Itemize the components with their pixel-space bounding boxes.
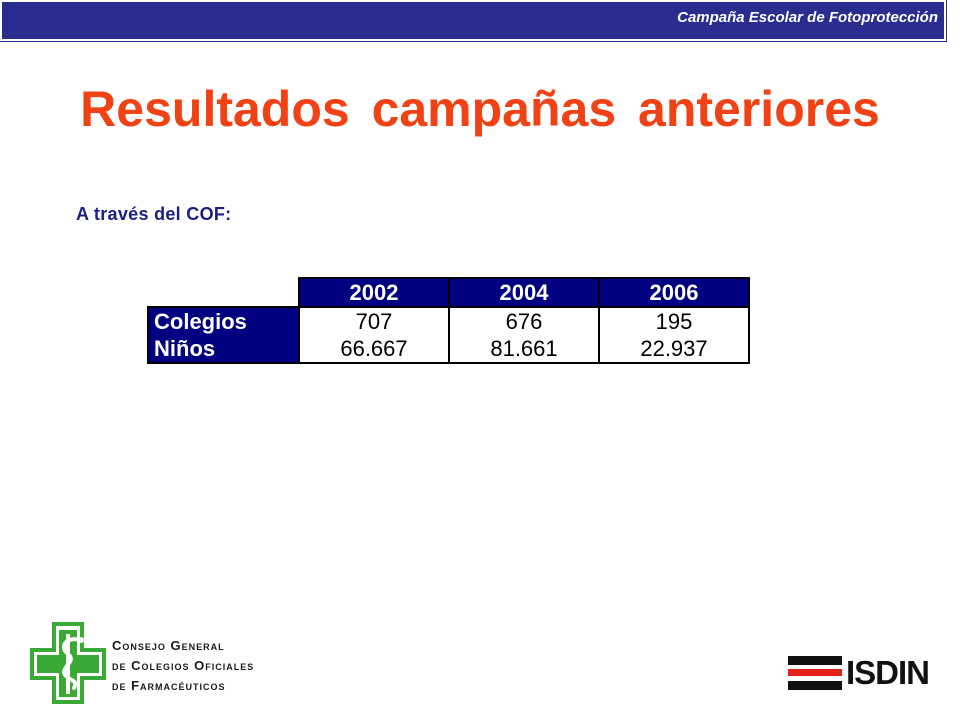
- table-cell: 22.937: [598, 335, 750, 364]
- cof-wordmark: Consejo General de Colegios Oficiales de…: [112, 636, 254, 696]
- isdin-logo: ISDIN: [788, 654, 940, 691]
- table-header-cell: 2006: [598, 277, 750, 308]
- table-cell: 707: [298, 306, 450, 335]
- page-title: Resultados campañas anteriores: [80, 81, 880, 137]
- isdin-stripes-icon: [788, 656, 842, 690]
- cof-line: de Farmacéuticos: [112, 678, 226, 693]
- table-cell: 81.661: [448, 335, 600, 364]
- table-cell: 676: [448, 306, 600, 335]
- table-cell: 66.667: [298, 335, 450, 364]
- table-header-cell: 2002: [298, 277, 450, 308]
- cof-line: de Colegios Oficiales: [112, 658, 255, 673]
- row-label-colegios: Colegios: [147, 306, 299, 335]
- pharmacy-cross-serpent-icon: [28, 620, 108, 706]
- isdin-brand: ISDIN: [846, 654, 930, 691]
- table-corner-cell: [148, 278, 299, 307]
- table-cell: 195: [598, 306, 750, 335]
- table-row: Colegios 707 676 195: [147, 306, 750, 335]
- row-label-ninos: Niños: [147, 335, 299, 364]
- cof-line: Consejo General: [112, 638, 225, 653]
- header-bar: Campaña Escolar de Fotoprotección: [0, 0, 947, 42]
- table-row: Niños 66.667 81.661 22.937: [147, 335, 750, 364]
- campaign-label: Campaña Escolar de Fotoprotección: [677, 9, 938, 26]
- results-table: 2002 2004 2006 Colegios 707 676 195 Niño…: [147, 277, 750, 364]
- table-header-row: 2002 2004 2006: [148, 277, 750, 308]
- subtitle: A través del COF:: [76, 204, 232, 224]
- table-header-cell: 2004: [448, 277, 600, 308]
